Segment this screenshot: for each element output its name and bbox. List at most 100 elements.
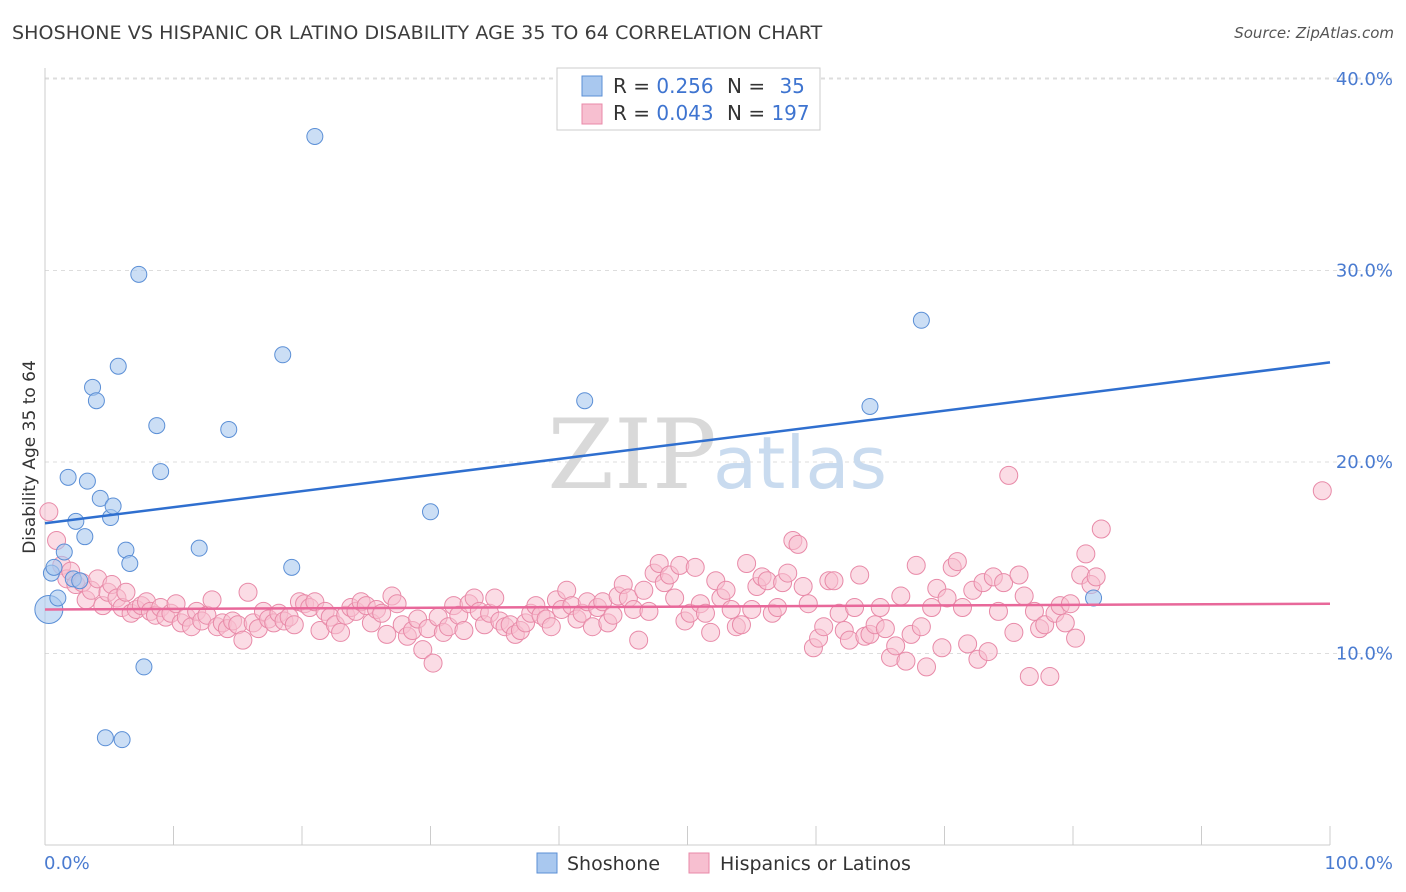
hispanic-point (116, 582, 136, 602)
shoshone-point (49, 589, 67, 607)
shoshone-point (121, 554, 139, 572)
svg-text:R = 0.043: R = 0.043 (613, 101, 714, 125)
hispanic-point (202, 590, 222, 610)
y-tick-label: 10.0% (1336, 644, 1393, 665)
watermark-zip: ZIP (547, 399, 716, 511)
shoshone-point (283, 558, 301, 576)
hispanic-point (886, 636, 906, 656)
shoshone-point (71, 572, 89, 590)
hispanic-point (824, 571, 844, 591)
hispanic-point (978, 642, 998, 662)
y-tick-label: 20.0% (1336, 452, 1393, 473)
legend-r-value-1: 0.256 (656, 74, 713, 98)
bottom-legend-shoshone: Shoshone (567, 853, 660, 875)
legend-n-value-2: 197 (771, 101, 809, 125)
watermark: ZIP atlas (547, 399, 887, 511)
hispanic-point (1009, 565, 1029, 585)
shoshone-point (55, 543, 73, 561)
shoshone-point (113, 731, 131, 749)
hispanic-point (793, 576, 813, 596)
shoshone-point (861, 397, 879, 415)
hispanic-point (634, 580, 654, 600)
hispanic-point (937, 588, 957, 608)
shoshone-point (576, 392, 594, 410)
hispanic-point (233, 630, 253, 650)
legend-n-label-1: N = (727, 74, 771, 98)
shoshone-point (59, 468, 77, 486)
hispanic-point (922, 598, 942, 618)
hispanic-point (541, 617, 561, 637)
hispanic-point (665, 588, 685, 608)
shoshone-point (306, 127, 324, 145)
legend-n-value-1: 35 (779, 74, 804, 98)
hispanic-point (39, 502, 59, 522)
hispanic-point (423, 653, 443, 673)
shoshone-point (104, 497, 122, 515)
hispanic-point (798, 594, 818, 614)
hispanic-point (947, 552, 967, 572)
hispanic-point (603, 605, 623, 625)
shoshone-point (87, 392, 105, 410)
hispanic-point (891, 586, 911, 606)
hispanic-point (639, 601, 659, 621)
hispanic-point (911, 617, 931, 637)
shoshone-point (135, 658, 153, 676)
legend-r-value-2: 0.043 (656, 101, 713, 125)
hispanic-point (238, 582, 258, 602)
hispanic-point (1019, 666, 1039, 686)
hispanic-point (1086, 567, 1106, 587)
hispanic-point (629, 630, 649, 650)
hispanic-point (778, 563, 798, 583)
shoshone-point (422, 503, 439, 521)
hispanic-trendline (44, 602, 1331, 611)
hispanic-point (932, 638, 952, 658)
x-tick-label-min: 0.0% (44, 853, 90, 874)
svg-text:N = 35: N = 35 (727, 74, 805, 98)
hispanic-point (1076, 544, 1096, 564)
hispanic-point (958, 634, 978, 654)
y-tick-label: 30.0% (1336, 261, 1393, 282)
shoshone-point (152, 463, 170, 481)
shoshone-point (190, 539, 208, 557)
legend-swatch-shoshone (581, 75, 603, 97)
shoshone-point (912, 311, 930, 329)
chart-title: SHOSHONE VS HISPANIC OR LATINO DISABILIT… (12, 22, 823, 44)
hispanic-point (845, 598, 865, 618)
hispanic-point (767, 598, 787, 618)
svg-text:N = 197: N = 197 (727, 101, 810, 125)
bottom-legend-hispanic: Hispanics or Latinos (720, 853, 911, 875)
hispanic-point (870, 598, 890, 618)
hispanic-point (1066, 628, 1086, 648)
hispanic-point (485, 588, 505, 608)
hispanic-point (952, 598, 972, 618)
source-label: Source: ZipAtlas.com (1234, 24, 1394, 42)
shoshone-point (220, 420, 238, 438)
y-tick-label: 40.0% (1336, 69, 1393, 90)
hispanic-point (788, 534, 808, 554)
shoshone-point (45, 558, 63, 576)
hispanic-point (896, 651, 916, 671)
series-legend: Shoshone Hispanics or Latinos (536, 852, 911, 875)
hispanic-point (906, 555, 926, 575)
hispanic-point (413, 640, 433, 660)
hispanic-point (917, 657, 937, 677)
gridlines (45, 77, 1392, 654)
hispanic-point (331, 622, 351, 642)
shoshone-point (148, 417, 166, 435)
hispanic-point (721, 599, 741, 619)
shoshone-point (76, 528, 94, 546)
legend-n-label-2: N = (727, 101, 771, 125)
hispanic-point (994, 573, 1014, 593)
hispanic-point (1091, 519, 1111, 539)
legend-swatch-hispanic (581, 103, 603, 125)
legend-r-label-1: R = (613, 74, 656, 98)
hispanic-point (701, 622, 721, 642)
shoshone-point (78, 472, 96, 490)
hispanic-point (284, 615, 304, 635)
axes (44, 68, 1331, 846)
hispanic-point (716, 580, 736, 600)
stats-legend: R = 0.256 N = 35 R = 0.043 N = 197 (556, 67, 821, 131)
hispanic-point (737, 553, 757, 573)
shoshone-point (91, 489, 109, 507)
